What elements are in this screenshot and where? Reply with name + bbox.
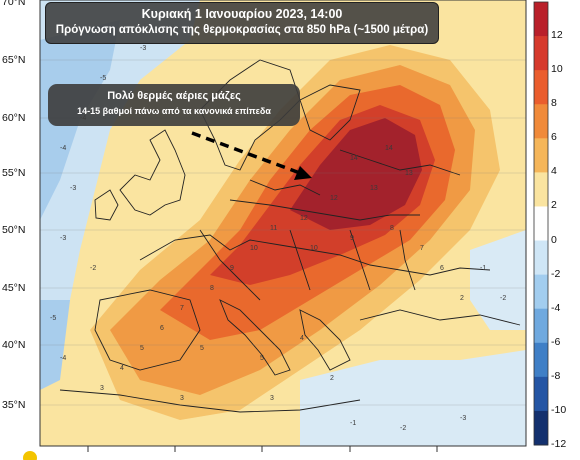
colorbar-label: 12 [551, 29, 563, 42]
colorbar-segment [534, 104, 548, 139]
svg-text:13: 13 [405, 170, 413, 177]
colorbar-label: 6 [551, 131, 557, 144]
svg-text:-3: -3 [140, 45, 146, 52]
title-line-1: Κυριακή 1 Ιανουαρίου 2023, 14:00 [141, 7, 343, 21]
colorbar-label: 0 [551, 233, 557, 246]
lat-label-65: 65°N [2, 54, 26, 66]
lat-label-40: 40°N [2, 339, 26, 351]
svg-text:5: 5 [140, 345, 144, 352]
svg-text:3: 3 [270, 395, 274, 402]
svg-text:-4: -4 [60, 145, 66, 152]
svg-text:4: 4 [300, 335, 304, 342]
colorbar-label: 4 [551, 165, 557, 178]
svg-text:5: 5 [260, 355, 264, 362]
svg-text:-1: -1 [350, 420, 356, 427]
svg-text:-3: -3 [70, 185, 76, 192]
colorbar-label: -8 [551, 369, 561, 382]
colorbar-segment [534, 342, 548, 378]
colorbar-label: -2 [551, 267, 561, 280]
svg-text:-1: -1 [480, 265, 486, 272]
coastlines [59, 59, 521, 413]
svg-text:2: 2 [460, 295, 464, 302]
svg-text:14: 14 [385, 145, 393, 152]
svg-text:10: 10 [310, 245, 318, 252]
svg-text:9: 9 [230, 265, 234, 272]
colorbar-label: 10 [551, 63, 563, 76]
annotation-line-2: 14-15 βαθμοί πάνω από τα κανονικά επίπεδ… [77, 106, 271, 116]
svg-text:12: 12 [330, 195, 338, 202]
svg-text:-2: -2 [400, 425, 406, 432]
colorbar-segment [534, 172, 548, 207]
svg-text:7: 7 [180, 305, 184, 312]
longitude-ticks [87, 446, 438, 452]
svg-text:-4: -4 [60, 355, 66, 362]
warm-region-12 [290, 118, 422, 230]
map-frame [39, 0, 527, 447]
svg-text:14: 14 [350, 155, 358, 162]
lat-label-35: 35°N [2, 399, 26, 411]
svg-text:7: 7 [420, 245, 424, 252]
colorbar-label: -12 [551, 438, 567, 450]
cool-region-southeast [300, 350, 526, 446]
svg-text:6: 6 [160, 325, 164, 332]
colorbar-frame [533, 1, 549, 446]
colorbar [534, 2, 548, 446]
colorbar-label: -10 [551, 403, 567, 416]
annotation-box: Πολύ θερμές αέριες μάζες 14-15 βαθμοί πά… [48, 84, 300, 126]
colorbar-segment [534, 70, 548, 105]
title-line-2: Πρόγνωση απόκλισης της θερμοκρασίας στα … [55, 24, 429, 36]
svg-text:-2: -2 [90, 265, 96, 272]
svg-text:3: 3 [100, 385, 104, 392]
svg-text:2: 2 [330, 375, 334, 382]
svg-text:-3: -3 [60, 235, 66, 242]
svg-text:-2: -2 [500, 295, 506, 302]
colorbar-segment [534, 36, 548, 71]
colorbar-segment [534, 138, 548, 173]
cool-region-east [470, 230, 526, 330]
svg-text:13: 13 [370, 185, 378, 192]
lat-label-55: 55°N [2, 167, 26, 179]
lat-label-45: 45°N [2, 282, 26, 294]
title-box: Κυριακή 1 Ιανουαρίου 2023, 14:00 Πρόγνωσ… [45, 2, 439, 44]
svg-text:8: 8 [390, 225, 394, 232]
svg-text:-5: -5 [50, 315, 56, 322]
svg-text:11: 11 [270, 225, 277, 232]
colorbar-segment [534, 308, 548, 344]
svg-text:-5: -5 [100, 75, 106, 82]
svg-text:10: 10 [250, 245, 258, 252]
svg-text:5: 5 [200, 345, 204, 352]
logo-mark [23, 451, 37, 460]
svg-text:9: 9 [350, 235, 354, 242]
colorbar-segment [534, 376, 548, 412]
colorbar-label: 2 [551, 199, 557, 212]
lat-label-70: 70°N [2, 0, 26, 8]
lat-label-60: 60°N [2, 112, 26, 124]
annotation-line-1: Πολύ θερμές αέριες μάζες [107, 90, 241, 102]
svg-text:-3: -3 [460, 415, 466, 422]
svg-text:12: 12 [300, 215, 308, 222]
colorbar-segment [534, 274, 548, 310]
svg-text:8: 8 [210, 285, 214, 292]
colorbar-label: -4 [551, 301, 561, 314]
svg-text:3: 3 [180, 395, 184, 402]
svg-text:6: 6 [440, 265, 444, 272]
colorbar-label: 8 [551, 97, 557, 110]
colorbar-segment [534, 2, 548, 37]
lat-label-50: 50°N [2, 224, 26, 236]
colorbar-segment [534, 206, 548, 242]
svg-text:4: 4 [120, 365, 124, 372]
colorbar-segment [534, 240, 548, 276]
colorbar-segment [534, 410, 548, 446]
colorbar-label: -6 [551, 335, 561, 348]
annotation-arrow [191, 131, 312, 180]
